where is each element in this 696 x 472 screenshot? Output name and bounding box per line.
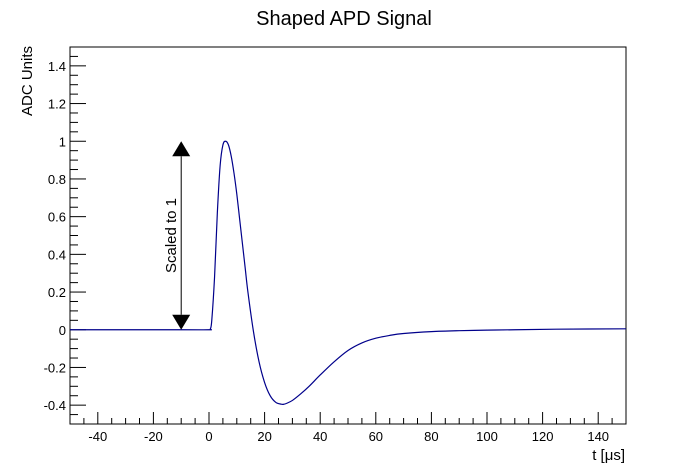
y-tick-label: 1.2 <box>48 97 66 112</box>
y-tick-label: -0.4 <box>44 398 66 413</box>
scale-arrow-head-up <box>172 141 191 157</box>
y-tick-label: 0.2 <box>48 285 66 300</box>
axes: -40 -20 0 20 40 60 80 100 120 140 -0.4 -0.2 0 0.2 0.4 0… <box>44 46 627 444</box>
x-tick-label: 0 <box>205 429 212 444</box>
y-axis-label: ADC Units <box>19 46 36 116</box>
x-tick-label: -40 <box>88 429 107 444</box>
y-tick-label: 0 <box>59 323 66 338</box>
y-tick-label: -0.2 <box>44 360 66 375</box>
scale-arrow-head-down <box>172 314 191 330</box>
plot-frame <box>69 46 627 425</box>
x-tick-label: 140 <box>587 429 609 444</box>
scale-annotation-label: Scaled to 1 <box>163 198 180 273</box>
annotation-layer: Scaled to 1 <box>163 141 191 330</box>
y-tick-label: 1 <box>59 134 66 149</box>
series-layer <box>70 140 627 405</box>
x-tick-label: 60 <box>369 429 383 444</box>
x-tick-label: 20 <box>257 429 271 444</box>
x-tick-label: 40 <box>313 429 327 444</box>
series-line-0 <box>70 140 627 405</box>
x-tick-label: -20 <box>144 429 163 444</box>
x-tick-label: 120 <box>532 429 554 444</box>
y-tick-label: 0.6 <box>48 210 66 225</box>
chart-title: Shaped APD Signal <box>256 8 432 30</box>
y-tick-label: 1.4 <box>48 59 66 74</box>
y-tick-label: 0.4 <box>48 247 66 262</box>
x-tick-label: 100 <box>476 429 498 444</box>
x-tick-label: 80 <box>424 429 438 444</box>
x-axis-label: t [μs] <box>592 447 625 464</box>
y-tick-label: 0.8 <box>48 172 66 187</box>
